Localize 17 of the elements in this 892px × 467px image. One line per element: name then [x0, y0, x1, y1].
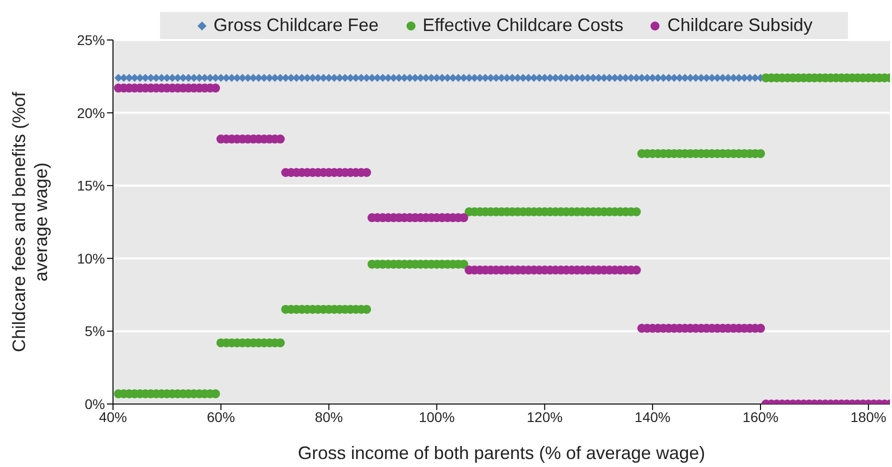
x-tick-label: 60% — [206, 408, 235, 425]
y-tick-label: 5% — [84, 323, 105, 340]
legend-label: Gross Childcare Fee — [214, 15, 379, 36]
y-tick-label: 15% — [76, 178, 105, 194]
x-tick-label: 160% — [742, 408, 778, 425]
y-tick-label: 25% — [76, 32, 105, 48]
x-tick-label: 180% — [850, 408, 886, 425]
legend-label: Effective Childcare Costs — [422, 15, 624, 36]
y-axis-title: Childcare fees and benefits (%of average wage) — [9, 90, 51, 352]
y-tick-label: 10% — [76, 250, 105, 266]
x-tick-label: 140% — [634, 408, 670, 425]
x-tick-label: 100% — [418, 408, 455, 425]
x-axis-title: Gross income of both parents (% of average wage) — [298, 443, 706, 463]
x-tick-label: 80% — [314, 408, 343, 425]
legend-label: Childcare Subsidy — [667, 15, 812, 36]
y-tick-label: 20% — [76, 104, 105, 121]
x-tick-label: 120% — [526, 408, 563, 425]
